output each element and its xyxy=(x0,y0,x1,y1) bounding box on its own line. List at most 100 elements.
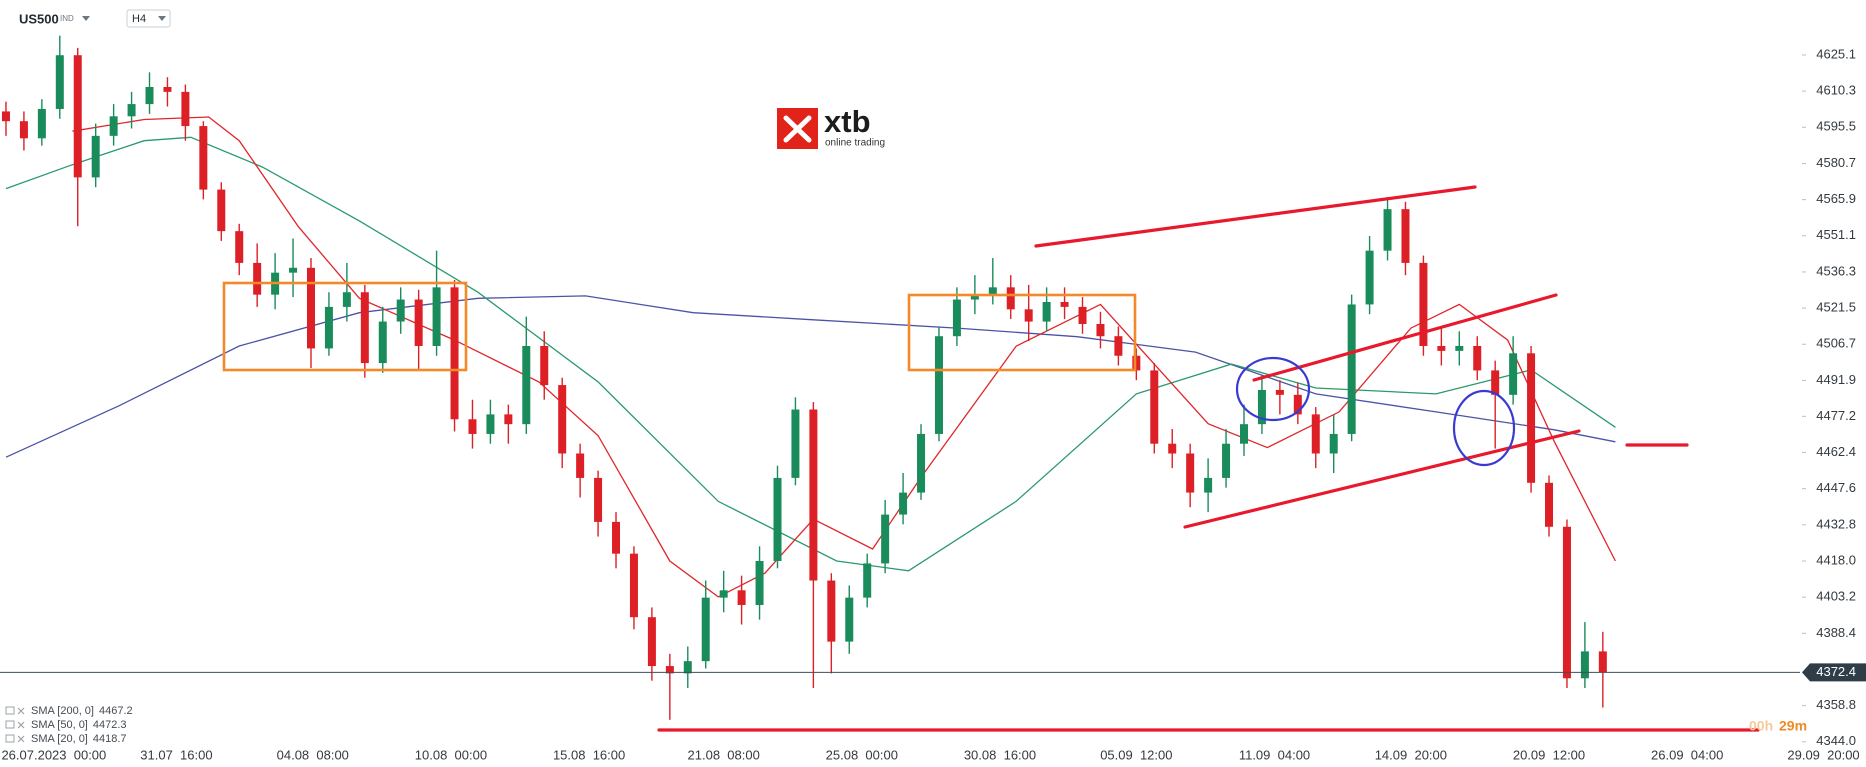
legend-value: 4467.2 xyxy=(99,705,133,717)
x-tick-label: 05.09 12:00 xyxy=(1100,747,1172,762)
logo-x xyxy=(783,115,812,143)
axis-layer: 4344.0 4358.8 4388.4 4403.2 4418.0 4432.8 4447… xyxy=(0,46,1866,762)
symbol-dropdown[interactable] xyxy=(82,16,90,21)
x-tick-label: 31.07 16:00 xyxy=(140,747,212,762)
candle-body xyxy=(1455,345,1464,351)
candle-body xyxy=(594,477,603,522)
candle-body xyxy=(1509,353,1518,395)
consolidation-box xyxy=(222,281,468,372)
candle-body xyxy=(468,419,477,434)
y-tick-label: 4462.4 xyxy=(1816,444,1856,459)
logo-text: xtb xyxy=(824,104,871,139)
candle-body xyxy=(1042,301,1051,322)
legend-entry: SMA [50, 0] 4472.3 xyxy=(31,719,127,731)
candle-body xyxy=(145,86,154,105)
candle-body xyxy=(1383,209,1392,251)
x-tick-label: 20.09 12:00 xyxy=(1513,747,1585,762)
candle-body xyxy=(952,299,961,337)
candle-body xyxy=(970,294,979,300)
symbol: US500 xyxy=(19,11,59,26)
candle-body xyxy=(934,336,943,434)
candle-body xyxy=(701,597,710,662)
x-tick-label: 04.08 08:00 xyxy=(277,747,349,762)
candle-body xyxy=(55,55,64,109)
legend-value: 4472.3 xyxy=(93,719,127,731)
candle-body xyxy=(809,409,818,581)
y-tick-label: 4432.8 xyxy=(1816,516,1856,531)
legend-close xyxy=(17,707,25,715)
legend-icon xyxy=(5,734,15,743)
y-tick-label: 4418.0 xyxy=(1816,552,1856,567)
market: IND xyxy=(60,14,74,23)
candle-body xyxy=(1257,389,1266,425)
timer-minutes: 29m xyxy=(1779,718,1807,734)
candle-body xyxy=(1060,301,1069,307)
y-tick-label: 4344.0 xyxy=(1816,733,1856,748)
y-tick-label: 4358.8 xyxy=(1816,697,1856,712)
candle-body xyxy=(1473,345,1482,371)
candle-body xyxy=(791,409,800,478)
candle-body xyxy=(1562,526,1571,679)
candle-body xyxy=(522,345,531,425)
candle-body xyxy=(1096,323,1105,337)
interval-select[interactable] xyxy=(126,9,171,28)
candle-body xyxy=(1132,355,1141,371)
x-tick-label: 14.09 20:00 xyxy=(1375,747,1447,762)
candle-body xyxy=(396,299,405,322)
interval-dropdown[interactable] xyxy=(158,16,166,21)
candle-body xyxy=(1527,353,1536,483)
legend-close xyxy=(17,721,25,729)
legend-name: SMA [20, 0] xyxy=(31,733,88,745)
sma-line xyxy=(5,295,1616,458)
legend-close xyxy=(17,735,25,743)
candle-body xyxy=(683,661,692,674)
candle-body xyxy=(773,477,782,561)
candle-body xyxy=(199,126,208,190)
candle-body xyxy=(217,189,226,232)
candle-body xyxy=(827,580,836,642)
x-tick-label: 26.07.2023 00:00 xyxy=(1,747,106,762)
y-tick-label: 4625.1 xyxy=(1816,46,1856,61)
timer: 00h 29m xyxy=(1749,718,1807,734)
candle-body xyxy=(504,414,513,425)
y-tick-label: 4580.7 xyxy=(1816,155,1856,170)
x-tick-label: 15.08 16:00 xyxy=(553,747,625,762)
candle-body xyxy=(127,104,136,117)
y-tick-label: 4565.9 xyxy=(1816,191,1856,206)
y-tick-label: 4536.3 xyxy=(1816,263,1856,278)
x-tick-label: 21.08 08:00 xyxy=(688,747,760,762)
candle-body xyxy=(73,55,82,178)
y-tick-label: 4551.1 xyxy=(1816,227,1856,242)
legend-entry: SMA [200, 0] 4467.2 xyxy=(31,705,133,717)
y-tick-label: 4521.5 xyxy=(1816,300,1856,315)
candle-body xyxy=(719,590,728,598)
candle-body xyxy=(163,86,172,92)
candle-body xyxy=(755,560,764,605)
legend-entry: SMA [20, 0] 4418.7 xyxy=(31,733,127,745)
logo: xtb online trading xyxy=(777,104,885,149)
candle-body xyxy=(486,414,495,434)
candle-body xyxy=(1204,477,1213,493)
trend-line xyxy=(1183,429,1581,529)
candle-body xyxy=(1419,262,1428,346)
y-tick-label: 4610.3 xyxy=(1816,83,1856,98)
candle-body xyxy=(432,287,441,346)
x-tick-label: 11.09 04:00 xyxy=(1239,747,1310,762)
candle-body xyxy=(612,521,621,554)
candle-body xyxy=(1329,433,1338,454)
candle-body xyxy=(1347,304,1356,434)
candle-body xyxy=(576,453,585,478)
legend-name: SMA [200, 0] xyxy=(31,705,94,717)
legend-value: 4418.7 xyxy=(93,733,127,745)
candle-body xyxy=(558,385,567,454)
logo-tagline: online trading xyxy=(825,138,885,149)
y-tick-label: 4447.6 xyxy=(1816,480,1856,495)
candle-body xyxy=(1239,424,1248,444)
consolidation-box xyxy=(907,293,1137,372)
candle-body xyxy=(1293,394,1302,415)
candle-body xyxy=(1580,651,1589,679)
candle-body xyxy=(1006,287,1015,310)
x-tick-label: 10.08 00:00 xyxy=(415,747,487,762)
trend-line xyxy=(1034,185,1477,248)
